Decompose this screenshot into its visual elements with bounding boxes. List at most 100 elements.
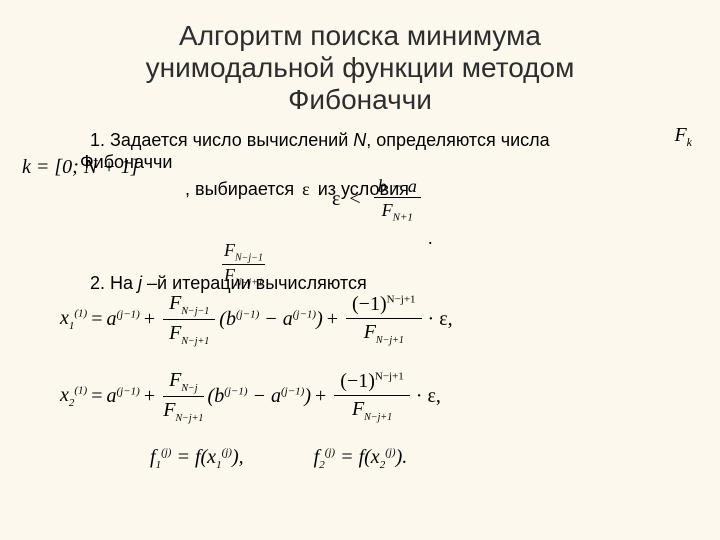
r1-plus1: +: [140, 308, 159, 331]
r1-frac1-d: FN−j+1: [169, 320, 209, 347]
r2-dot-eps: · ε,: [414, 385, 443, 408]
eps-fraction: b − a FN+1: [374, 176, 421, 224]
r1-f1n: F: [169, 292, 181, 314]
formula-row-2: x2(1) = a(j−1) + FN−j FN−j+1 (b(j−1) − a…: [60, 369, 690, 424]
r2-plus1: +: [140, 385, 159, 408]
r2-f1d: F: [163, 399, 175, 421]
x1p: (j): [222, 446, 232, 458]
r1-d2: F: [364, 321, 376, 343]
eps-symbol: ε: [332, 188, 340, 211]
p2-a: 2. На: [90, 273, 138, 293]
r1-f1ds: N−j+1: [181, 336, 209, 347]
slide: Алгоритм поиска минимума унимодальной фу…: [0, 0, 720, 540]
r1-a: a(j−1): [107, 308, 140, 331]
p1-text-a: 1. Задается число вычислений: [90, 130, 353, 150]
r2-eq: =: [87, 385, 106, 408]
r2-f1ns: N−j: [181, 383, 197, 394]
eps-inline: ε: [299, 179, 313, 199]
r2-a-sup: (j−1): [117, 385, 140, 397]
k-interval-text: k = [0; N + 1]: [22, 156, 138, 178]
f2-eq: f2(j) = f(x2(j)).: [314, 446, 408, 471]
formula-block: x1(1) = a(j−1) + FN−j−1 FN−j+1 (b(j−1) −…: [60, 292, 690, 471]
r1-f1d: F: [169, 322, 181, 344]
x1s: 1: [216, 459, 222, 471]
r2-lhs: x2(1): [60, 384, 87, 409]
eps-den-sub: N+1: [393, 212, 413, 224]
ovl-bot-F: F: [224, 265, 235, 285]
title-line-3: Фибоначчи: [288, 84, 432, 115]
x2p: (j): [385, 446, 395, 458]
r1-frac1-n: FN−j−1: [163, 292, 215, 320]
Fk-F: F: [674, 124, 686, 146]
r2-f1ds: N−j+1: [175, 413, 203, 424]
f2s: 2: [319, 459, 325, 471]
ovl-bot-sub: N−j+1: [235, 277, 263, 288]
r2-paren: (b(j−1) − a(j−1)): [208, 385, 311, 408]
r1-frac2-d: FN−j+1: [364, 319, 404, 346]
r1-dot-eps: · ε,: [426, 308, 455, 331]
ovl-top-F: F: [224, 240, 235, 260]
f1-eq: f1(j) = f(x1(j)),: [150, 446, 244, 471]
r2-frac2-n: (−1)N−j+1: [334, 370, 410, 396]
r2-bsup: (j−1): [224, 385, 247, 397]
r1-x: x: [60, 307, 69, 329]
r1-a-sym: a: [107, 308, 117, 330]
r2-xsup: (1): [74, 384, 87, 396]
r1-aasup: (j−1): [293, 308, 316, 320]
r2-a: a(j−1): [107, 385, 140, 408]
r1-neg1s: N−j+1: [387, 293, 416, 305]
slide-title: Алгоритм поиска минимума унимодальной фу…: [30, 20, 690, 117]
r2-x: x: [60, 384, 69, 406]
r2-d2: F: [352, 398, 364, 420]
r2-f1n: F: [169, 369, 181, 391]
overlay-fraction: FN−j−1 FN−j+1: [222, 240, 265, 288]
r1-xsub: 1: [69, 320, 75, 332]
r1-a-sup: (j−1): [117, 308, 140, 320]
ovl-top: FN−j−1: [222, 240, 265, 265]
p1-N: N: [353, 130, 366, 150]
r1-aa: a: [283, 308, 293, 330]
ovl-top-sub: N−j−1: [235, 253, 263, 264]
r1-bsup: (j−1): [236, 308, 259, 320]
x1: x: [207, 446, 216, 468]
k-interval: k = [0; N + 1]: [22, 156, 138, 179]
r1-frac2: (−1)N−j+1 FN−j+1: [346, 293, 422, 346]
r2-plus2: +: [311, 385, 330, 408]
ovl-bot: FN−j+1: [224, 265, 263, 285]
title-line-2: унимодальной функции методом: [146, 52, 575, 83]
paragraph-1: 1. Задается число вычислений N, определя…: [90, 129, 680, 152]
r2-xsub: 2: [69, 397, 75, 409]
r1-paren: (b(j−1) − a(j−1)): [219, 308, 322, 331]
r1-plus2: +: [323, 308, 342, 331]
p1-text-b: , определяются числа: [366, 130, 549, 150]
r2-aa: a: [271, 385, 281, 407]
r1-f1ns: N−j−1: [181, 306, 209, 317]
period: .: [428, 228, 433, 249]
eps-condition: ε < b − a FN+1: [332, 176, 425, 224]
eps-den: FN+1: [374, 198, 421, 224]
r1-xsup: (1): [74, 307, 87, 319]
r2-frac2: (−1)N−j+1 FN−j+1: [334, 370, 410, 423]
r2-frac1: FN−j FN−j+1: [163, 369, 203, 424]
r1-lhs: x1(1): [60, 307, 87, 332]
r2-frac1-n: FN−j: [163, 369, 203, 397]
Fk-symbol: Fk: [674, 124, 692, 150]
choose-a: , выбирается: [185, 179, 294, 199]
eps-num: b − a: [374, 176, 421, 198]
choose-line: , выбирается ε из условия: [185, 178, 680, 201]
f2p: (j): [325, 446, 335, 458]
r1-eq: =: [87, 308, 106, 331]
r2-d2s: N−j+1: [364, 412, 392, 423]
r2-frac1-d: FN−j+1: [163, 397, 203, 424]
r1-b: b: [226, 308, 236, 330]
r1-d2s: N−j+1: [376, 335, 404, 346]
title-line-1: Алгоритм поиска минимума: [179, 20, 541, 51]
r1-frac2-n: (−1)N−j+1: [346, 293, 422, 319]
r2-aasup: (j−1): [281, 385, 304, 397]
r1-frac1: FN−j−1 FN−j+1: [163, 292, 215, 347]
r2-neg1s: N−j+1: [375, 370, 404, 382]
r1-neg1: (−1): [352, 293, 387, 315]
r2-a-sym: a: [107, 385, 117, 407]
f1p: (j): [161, 446, 171, 458]
eps-den-F: F: [382, 200, 393, 220]
